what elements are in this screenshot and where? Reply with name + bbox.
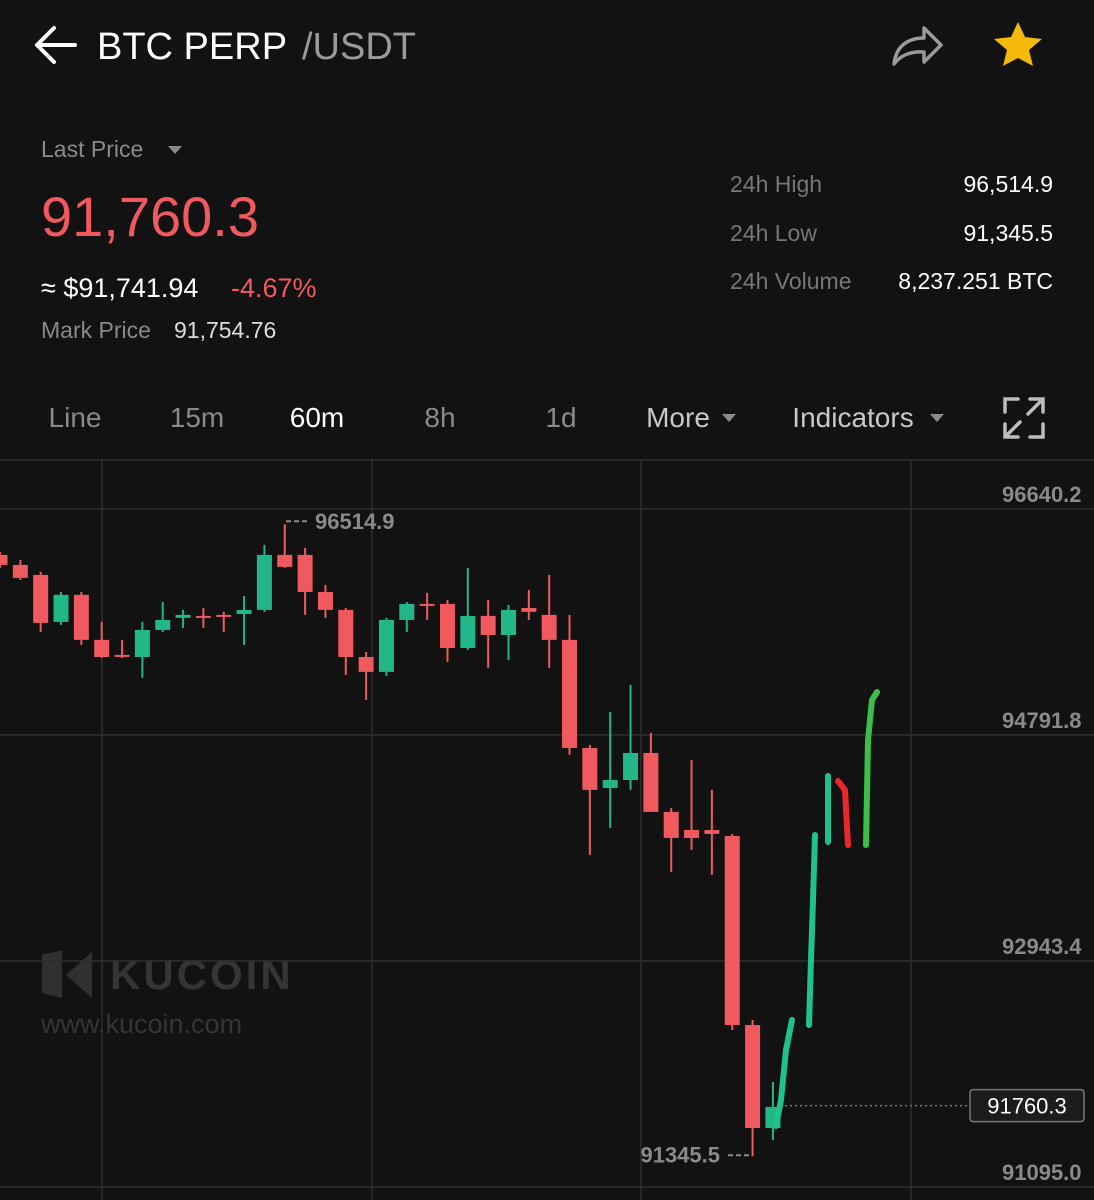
y-tick-label: 94791.8	[1002, 708, 1082, 733]
candle-body	[745, 1025, 761, 1128]
candle-body	[501, 609, 516, 635]
mark-price: 91,754.76	[174, 317, 276, 343]
drawn-stroke	[806, 832, 818, 1028]
candle-body	[236, 609, 252, 614]
tab[interactable]: More	[646, 402, 710, 433]
candle-body	[582, 747, 598, 790]
stat-value: 96,514.9	[963, 171, 1053, 197]
stat-label: 24h High	[730, 171, 822, 197]
stat-label: 24h Low	[730, 220, 817, 246]
hand-drawing	[773, 689, 880, 1129]
candle-body	[460, 615, 476, 648]
candle-body	[114, 654, 130, 657]
candle-body	[541, 614, 557, 640]
tab[interactable]: 15m	[170, 402, 224, 433]
candle-body	[623, 752, 639, 780]
candle-body	[12, 564, 28, 578]
drawn-stroke	[835, 778, 851, 848]
dropdown-caret	[722, 414, 736, 422]
usd-price: ≈ $91,741.94	[41, 273, 198, 303]
candle-body	[256, 554, 272, 610]
tab[interactable]: 8h	[424, 402, 455, 433]
stat-value: 91,345.5	[963, 220, 1053, 246]
candle-body	[419, 603, 435, 606]
dropdown-caret	[930, 414, 944, 422]
vertical-grid	[101, 460, 912, 1200]
candle-body	[297, 554, 313, 592]
plot: 96640.2 94791.8 92943.4 91095.0 96514.9 91345…	[0, 482, 1094, 1188]
candle-body	[521, 607, 537, 612]
stat-value: 8,237.251 BTC	[898, 268, 1053, 294]
tab[interactable]: Line	[49, 402, 102, 433]
candle-body	[175, 614, 191, 618]
candle-body	[704, 830, 720, 834]
y-tick-label: 96640.2	[1002, 482, 1082, 507]
watermark-brand: KUCOIN	[110, 951, 294, 998]
tab[interactable]: 1d	[545, 402, 576, 433]
symbol: BTC PERP	[97, 26, 287, 68]
high-marker-label: 96514.9	[315, 509, 395, 534]
candle-body	[562, 639, 578, 748]
back-button[interactable]	[35, 26, 77, 64]
candle-body	[663, 811, 679, 838]
tab[interactable]: 60m	[290, 402, 344, 433]
candle-body	[439, 603, 455, 648]
candle-body	[195, 615, 211, 618]
y-tick-label: 91095.0	[1002, 1160, 1082, 1185]
candle-body	[277, 554, 293, 567]
favorite-star[interactable]	[994, 22, 1042, 66]
quote: /USDT	[302, 26, 416, 68]
fullscreen-button[interactable]	[1003, 397, 1045, 439]
candle-body	[724, 835, 740, 1026]
candle-body	[399, 603, 415, 620]
last-price-box	[969, 1088, 1085, 1123]
candle-body	[33, 574, 49, 623]
candle-body	[94, 639, 110, 657]
watermark-url: www.kucoin.com	[40, 1009, 242, 1039]
watermark-logo	[42, 950, 92, 998]
share-button[interactable]	[892, 26, 943, 66]
candle-body	[317, 591, 333, 610]
drawn-stroke	[863, 689, 880, 848]
candle-body	[53, 594, 69, 622]
low-marker-label: 91345.5	[640, 1142, 720, 1167]
stat-label: 24h Volume	[730, 268, 851, 294]
candle-body	[480, 615, 496, 635]
candle-body	[643, 752, 659, 812]
dropdown-caret	[168, 146, 182, 154]
tabs: Line 15m 60m 8h 1d More Indicators	[49, 402, 914, 433]
price-type-label[interactable]: Last Price	[41, 136, 143, 162]
candle-body	[358, 656, 374, 672]
candle-body	[0, 554, 8, 565]
drawn-stroke	[773, 1017, 795, 1129]
candle-body	[134, 629, 150, 657]
stats: 24h High 96,514.9 24h Low 91,345.5 24h Volum…	[730, 171, 1053, 294]
last-price-label: 91760.3	[987, 1094, 1067, 1119]
candle-body	[155, 619, 171, 630]
y-tick-label: 92943.4	[1002, 934, 1082, 959]
candle-body	[378, 619, 394, 672]
candle-body	[684, 830, 700, 838]
candle-body	[73, 594, 89, 640]
candle-body	[602, 779, 618, 788]
candle-body	[338, 609, 354, 657]
tab[interactable]: Indicators	[792, 402, 913, 433]
last-price: 91,760.3	[41, 185, 259, 248]
candle-body	[216, 614, 232, 617]
change-percent: -4.67%	[231, 273, 317, 303]
mark-price-label: Mark Price	[41, 317, 151, 343]
